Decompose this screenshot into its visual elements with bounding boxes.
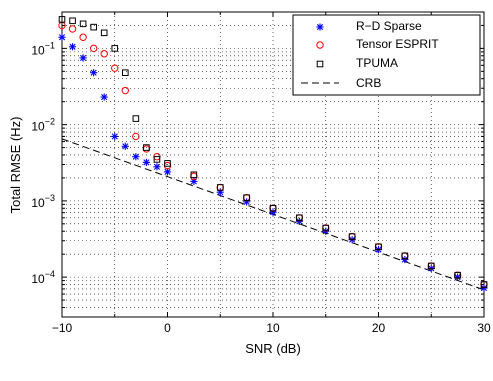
rd-sparse-point: [269, 208, 277, 216]
x-tick-label: 10: [266, 321, 280, 335]
tpuma-point: [111, 45, 119, 52]
legend-marker: [316, 23, 324, 31]
tpuma-point: [132, 115, 140, 122]
y-tick-label: 10−4: [31, 269, 55, 286]
tpuma-point: [375, 243, 382, 251]
rd-sparse-point: [68, 43, 77, 51]
x-tick-label: 0: [164, 321, 171, 335]
tpuma-point: [269, 204, 277, 212]
tpuma-point: [322, 224, 330, 232]
rd-sparse-point: [163, 168, 172, 176]
tpuma-point: [122, 69, 129, 76]
tpuma-point: [69, 17, 76, 25]
rd-sparse-point: [111, 132, 119, 141]
legend-marker: [316, 60, 324, 68]
legend-label-crb: CRB: [356, 76, 381, 90]
y-tick-exponent: −4: [45, 269, 55, 279]
tpuma-point: [79, 20, 87, 28]
x-tick-label: −10: [52, 321, 73, 335]
rd-sparse-point: [79, 54, 87, 62]
legend-sample-tpuma: [316, 60, 324, 68]
tensor-esprit-point: [121, 86, 130, 95]
tensor-esprit-point: [132, 132, 140, 141]
tensor-esprit-point: [111, 64, 119, 72]
y-tick-exponent: −3: [45, 193, 55, 203]
tpuma-point: [58, 16, 66, 23]
legend-label-rd-sparse: R−D Sparse: [356, 19, 422, 33]
y-tick-base: 10: [31, 272, 45, 286]
tensor-esprit-point: [68, 25, 77, 33]
rd-sparse-point: [142, 158, 150, 166]
tpuma-point: [243, 194, 250, 202]
x-tick-label: 20: [372, 321, 386, 335]
y-tick-label: 10−1: [31, 40, 55, 57]
y-tick-base: 10: [31, 196, 45, 210]
tpuma-point: [100, 29, 108, 37]
tensor-esprit-point: [100, 50, 108, 58]
legend-sample-rd-sparse: [316, 23, 324, 31]
rd-sparse-point: [153, 163, 161, 171]
legend-sample-tensor-esprit: [316, 41, 324, 49]
y-axis-label: Total RMSE (Hz): [8, 117, 23, 214]
markers: [58, 16, 488, 292]
rd-sparse-point: [100, 93, 108, 101]
tensor-esprit-point: [89, 44, 98, 53]
rd-sparse-point: [121, 142, 129, 150]
tpuma-point: [216, 184, 224, 191]
y-tick-exponent: −2: [45, 117, 55, 127]
tensor-esprit-point: [79, 33, 87, 41]
y-tick-exponent: −1: [45, 40, 55, 50]
tpuma-point: [454, 271, 461, 279]
y-tick-base: 10: [31, 43, 45, 57]
rd-sparse-point: [90, 69, 98, 77]
legend-marker: [316, 41, 324, 49]
tpuma-point: [143, 144, 150, 151]
tpuma-point: [401, 252, 409, 260]
grid: [62, 11, 484, 318]
tpuma-point: [190, 171, 198, 179]
tpuma-point: [90, 23, 97, 31]
rd-sparse-point: [58, 33, 66, 41]
x-axis-label: SNR (dB): [245, 341, 301, 356]
legend-label-tensor-esprit: Tensor ESPRIT: [356, 37, 439, 51]
tpuma-point: [427, 262, 435, 270]
rd-sparse-point: [132, 153, 140, 161]
y-tick-labels: 10−4 10−3 10−2 10−1: [31, 40, 55, 286]
tpuma-point: [348, 233, 356, 240]
tpuma-point: [164, 160, 171, 167]
legend-box: [292, 14, 481, 96]
x-tick-label: 30: [477, 321, 491, 335]
tpuma-point: [153, 156, 161, 163]
tpuma-point: [296, 214, 303, 222]
y-tick-label: 10−2: [31, 117, 55, 134]
axis-ticks: [61, 11, 485, 318]
legend: R−D Sparse Tensor ESPRIT TPUMA CRB: [292, 14, 481, 96]
legend-label-tpuma: TPUMA: [356, 56, 398, 70]
x-tick-labels: −10 0 10 20 30: [52, 321, 491, 335]
y-tick-base: 10: [31, 120, 45, 134]
tpuma-point: [480, 281, 488, 288]
y-tick-label: 10−3: [31, 193, 55, 210]
